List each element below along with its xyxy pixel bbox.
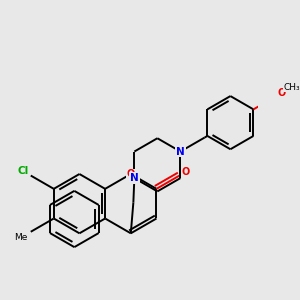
Text: O: O [127, 169, 135, 179]
Text: Cl: Cl [17, 166, 28, 176]
Text: CH₃: CH₃ [284, 82, 300, 91]
Text: N: N [130, 173, 139, 183]
Text: N: N [176, 146, 185, 157]
Text: O: O [181, 167, 189, 177]
Text: O: O [278, 88, 286, 98]
Text: Me: Me [14, 233, 28, 242]
